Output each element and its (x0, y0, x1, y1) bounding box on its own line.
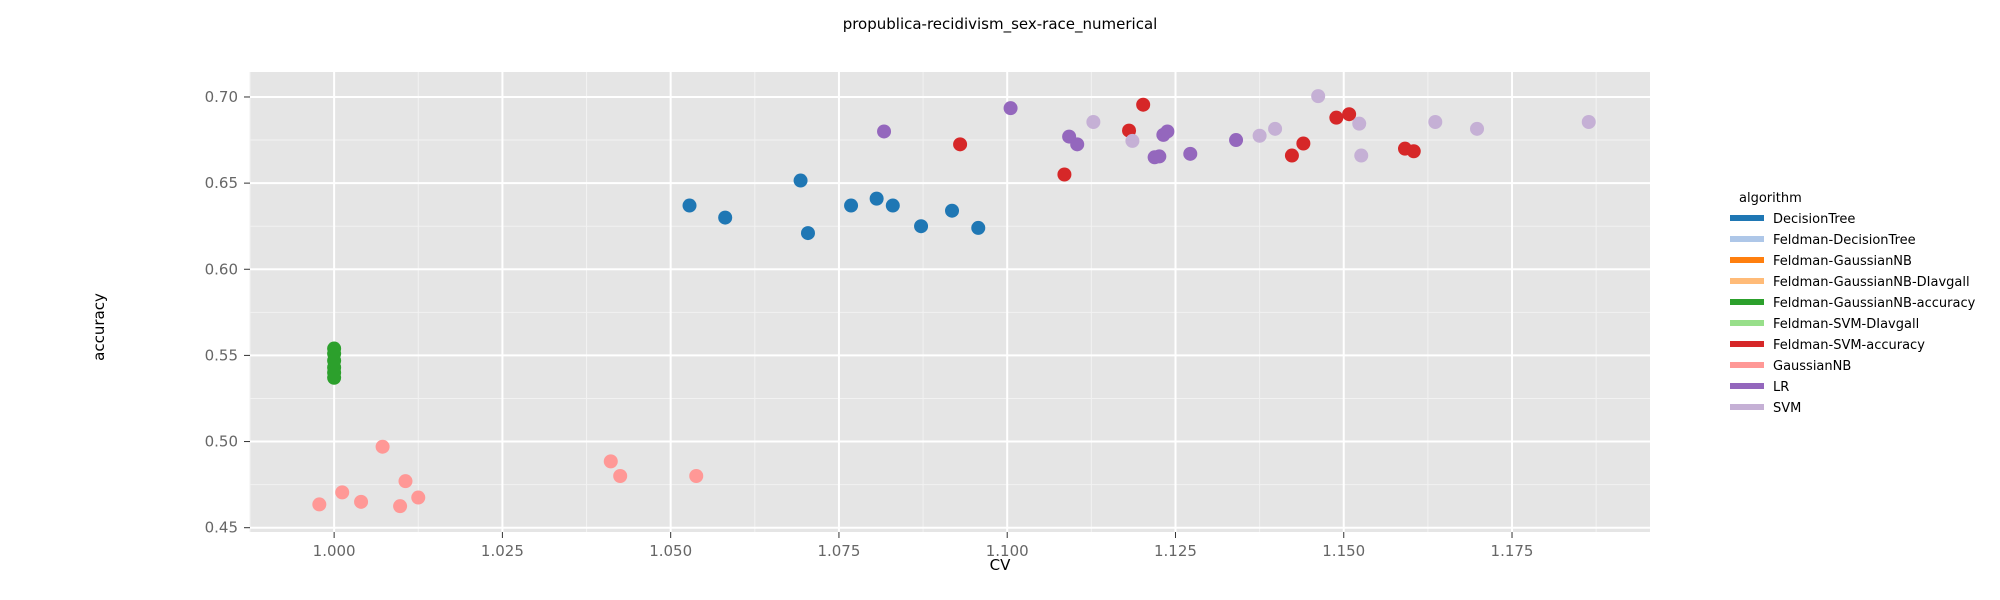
legend-swatch-feldman-decisiontree (1730, 236, 1764, 242)
point-svm (1252, 128, 1267, 143)
x-tick-label: 1.175 (1491, 542, 1534, 560)
point-svm (1086, 114, 1101, 129)
legend-label-feldman-gaussiannb: Feldman-GaussianNB (1773, 254, 1912, 269)
legend-label-feldman-gaussiannb-accuracy: Feldman-GaussianNB-accuracy (1773, 296, 1976, 311)
point-feldman-svm-accuracy (1406, 144, 1421, 159)
x-axis-ticks: 1.000 1.025 1.050 1.075 1.100 1.125 1.150 1.175 (313, 532, 1534, 560)
data-points (312, 89, 1596, 514)
legend-label-svm: SVM (1773, 401, 1801, 416)
point-lr (1070, 137, 1085, 152)
y-axis-label: accuracy (90, 293, 108, 361)
point-feldman-svm-accuracy (1284, 148, 1299, 163)
point-svm (1352, 116, 1367, 131)
point-svm (1470, 121, 1485, 136)
x-tick-label: 1.050 (649, 542, 692, 560)
point-svm (1268, 121, 1283, 136)
point-decisiontree (869, 191, 884, 206)
legend-swatch-feldman-gaussiannb-accuracy (1730, 299, 1764, 305)
point-feldman-svm-accuracy (1296, 136, 1311, 151)
legend-label-feldman-decisiontree: Feldman-DecisionTree (1773, 233, 1916, 248)
x-tick-label: 1.125 (1154, 542, 1197, 560)
y-tick-label: 0.45 (205, 519, 238, 537)
point-gaussiannb (603, 454, 618, 469)
legend-swatch-decisiontree (1730, 215, 1764, 221)
point-lr (1183, 146, 1198, 161)
point-feldman-svm-accuracy (1342, 107, 1357, 122)
legend-swatch-feldman-svm-diavgall (1730, 320, 1764, 326)
x-tick-label: 1.075 (817, 542, 860, 560)
legend-label-feldman-svm-accuracy: Feldman-SVM-accuracy (1773, 338, 1925, 353)
point-svm (1428, 114, 1443, 129)
legend: algorithm DecisionTree Feldman-DecisionTr… (1730, 191, 1976, 416)
legend-label-feldman-gaussiannb-diavgall: Feldman-GaussianNB-DIavgall (1773, 275, 1970, 290)
point-decisiontree (945, 203, 960, 218)
point-gaussiannb (398, 474, 413, 489)
point-svm (1125, 133, 1140, 148)
point-decisiontree (800, 226, 815, 241)
legend-swatch-lr (1730, 383, 1764, 389)
point-decisiontree (844, 198, 859, 213)
point-svm (1581, 114, 1596, 129)
major-grid (250, 72, 1650, 532)
x-tick-label: 1.000 (313, 542, 356, 560)
point-lr (877, 124, 892, 139)
point-lr (1152, 149, 1167, 164)
point-gaussiannb (354, 494, 369, 509)
legend-swatch-feldman-svm-accuracy (1730, 341, 1764, 347)
chart-title: propublica-recidivism_sex-race_numerical (843, 15, 1158, 34)
x-tick-label: 1.150 (1322, 542, 1365, 560)
legend-swatch-svm (1730, 404, 1764, 410)
legend-swatch-feldman-gaussiannb-diavgall (1730, 278, 1764, 284)
point-gaussiannb (393, 499, 408, 514)
plot-area (250, 72, 1650, 532)
x-tick-label: 1.100 (986, 542, 1029, 560)
point-feldman-svm-accuracy (1057, 167, 1072, 182)
y-tick-label: 0.65 (205, 174, 238, 192)
point-feldman-svm-accuracy (1136, 97, 1151, 112)
point-decisiontree (971, 220, 986, 235)
point-lr (1003, 101, 1018, 116)
point-decisiontree (793, 173, 808, 188)
point-svm (1354, 148, 1369, 163)
point-decisiontree (682, 198, 697, 213)
point-gaussiannb (411, 490, 426, 505)
point-decisiontree (718, 210, 733, 225)
point-lr (1160, 124, 1175, 139)
y-axis-ticks: 0.45 0.50 0.55 0.60 0.65 0.70 (205, 88, 250, 537)
point-feldman-gaussiannb-accuracy (327, 370, 342, 385)
point-lr (1229, 133, 1244, 148)
point-decisiontree (914, 219, 929, 234)
y-tick-label: 0.50 (205, 433, 238, 451)
point-feldman-svm-accuracy (1329, 110, 1344, 125)
legend-title: algorithm (1739, 191, 1802, 206)
point-gaussiannb (375, 439, 390, 454)
x-axis-label: CV (990, 556, 1011, 574)
point-gaussiannb (613, 469, 628, 484)
y-tick-label: 0.55 (205, 346, 238, 364)
legend-label-lr: LR (1773, 380, 1789, 395)
legend-items: DecisionTree Feldman-DecisionTree Feldman-… (1730, 212, 1976, 416)
minor-grid (249, 72, 1650, 532)
legend-swatch-feldman-gaussiannb (1730, 257, 1764, 263)
legend-label-decisiontree: DecisionTree (1773, 212, 1855, 227)
point-feldman-svm-accuracy (953, 137, 968, 152)
legend-label-feldman-svm-diavgall: Feldman-SVM-DIavgall (1773, 317, 1919, 332)
point-gaussiannb (335, 485, 350, 500)
x-tick-label: 1.025 (481, 542, 524, 560)
point-gaussiannb (312, 497, 327, 512)
legend-label-gaussiannb: GaussianNB (1773, 359, 1851, 374)
point-decisiontree (885, 198, 900, 213)
legend-swatch-gaussiannb (1730, 362, 1764, 368)
y-tick-label: 0.70 (205, 88, 238, 106)
point-svm (1311, 89, 1326, 104)
y-tick-label: 0.60 (205, 260, 238, 278)
point-gaussiannb (689, 469, 704, 484)
